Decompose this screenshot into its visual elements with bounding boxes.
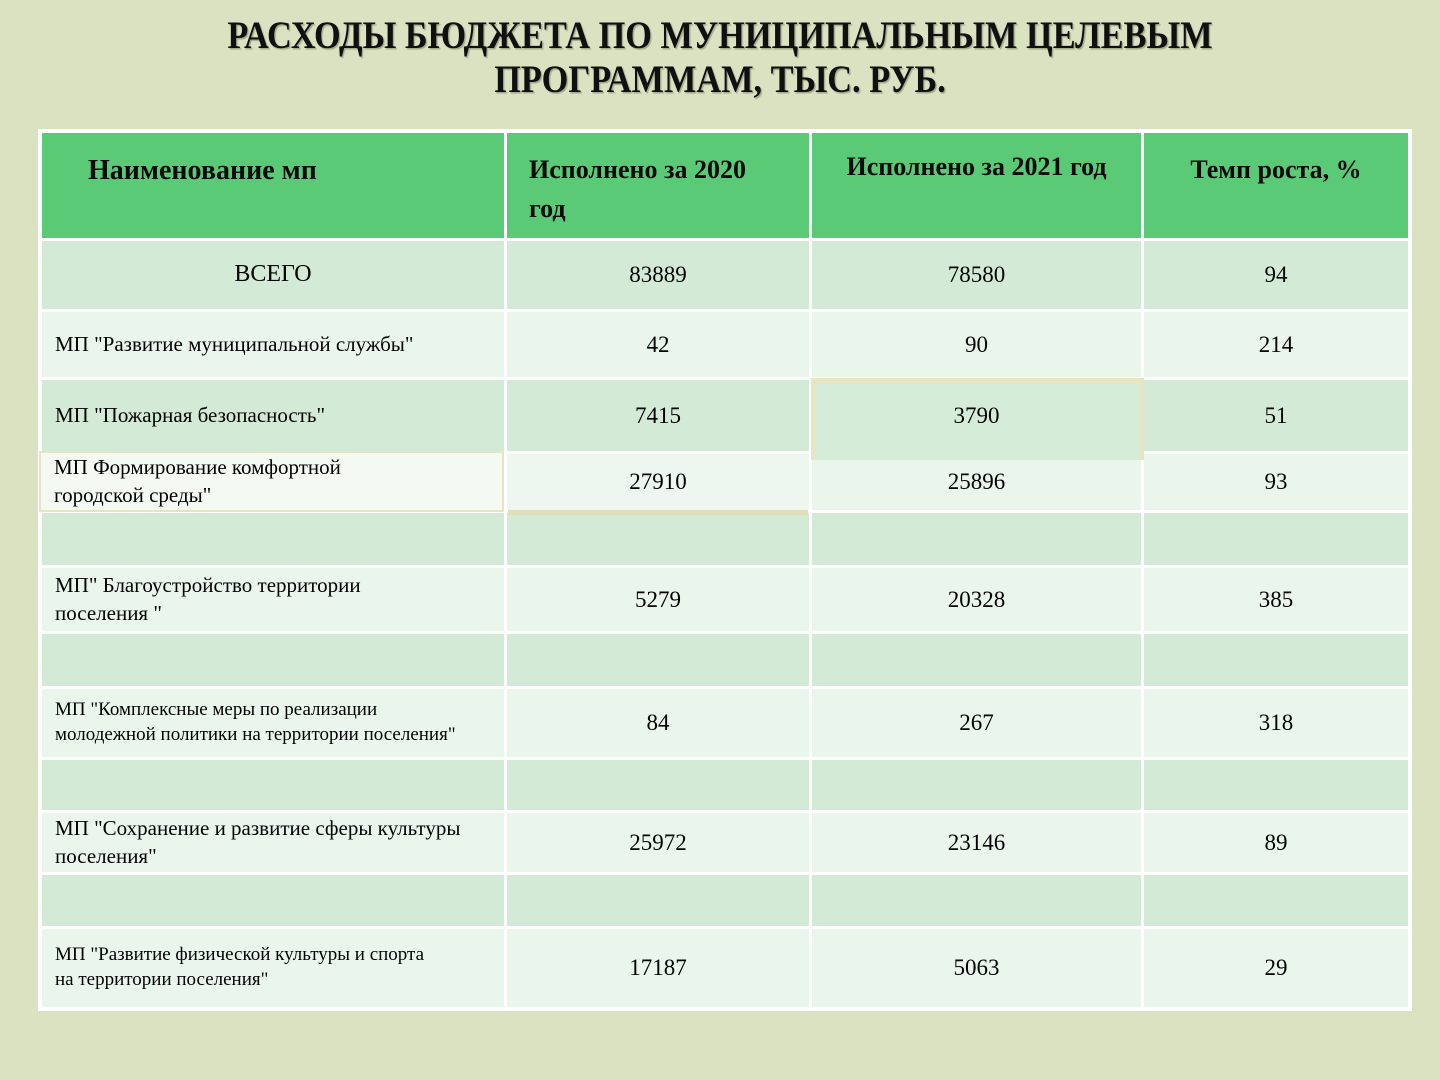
program-name-cell: МП "Пожарная безопасность"	[42, 380, 504, 451]
value-cell: 42	[507, 312, 809, 377]
column-header: Наименование мп	[42, 133, 504, 238]
value-cell: 93	[1144, 454, 1408, 510]
value-cell: 83889	[507, 241, 809, 309]
value-cell: 84	[507, 689, 809, 757]
spacer-cell	[812, 760, 1141, 810]
spacer-cell	[812, 513, 1141, 565]
program-name-cell: МП "Комплексные меры по реализации молод…	[42, 689, 504, 757]
budget-table: Наименование мп Исполнено за 2020 год Испо…	[38, 129, 1412, 1011]
spacer-cell	[42, 513, 504, 565]
program-name-cell: МП "Развитие физической культуры и спорт…	[42, 929, 504, 1007]
value-cell: 7415	[507, 380, 809, 451]
value-cell: 3790	[811, 378, 1144, 460]
slide-title-line-2: ПРОГРАММАМ, ТЫС. РУБ.	[494, 58, 946, 102]
value-cell: 17187	[507, 929, 809, 1007]
program-name-cell: МП "Развитие муниципальной службы"	[42, 312, 504, 377]
spacer-cell	[1144, 760, 1408, 810]
spacer-cell	[812, 875, 1141, 926]
value-cell: 27910	[507, 454, 809, 510]
program-name-cell: МП Формирование комфортной городской сре…	[39, 451, 504, 512]
value-cell: 29	[1144, 929, 1408, 1007]
value-cell: 5279	[507, 568, 809, 631]
spacer-cell	[507, 634, 809, 686]
value-cell: 267	[812, 689, 1141, 757]
value-cell: 25972	[507, 813, 809, 872]
spacer-cell	[42, 760, 504, 810]
value-cell: 25896	[812, 454, 1141, 510]
spacer-cell	[1144, 634, 1408, 686]
value-cell: 23146	[812, 813, 1141, 872]
spacer-cell	[42, 875, 504, 926]
value-cell: 5063	[812, 929, 1141, 1007]
spacer-cell	[42, 634, 504, 686]
column-header: Исполнено за 2021 год	[812, 133, 1141, 238]
spacer-cell	[812, 634, 1141, 686]
column-header: Темп роста, %	[1144, 133, 1408, 238]
slide-title-line-1: РАСХОДЫ БЮДЖЕТА ПО МУНИЦИПАЛЬНЫМ ЦЕЛЕВЫМ	[227, 14, 1213, 57]
program-name-cell: МП" Благоустройство территории поселения…	[42, 568, 504, 631]
value-cell: 94	[1144, 241, 1408, 309]
spacer-cell	[507, 875, 809, 926]
program-name-cell: МП "Сохранение и развитие сферы культуры…	[42, 813, 504, 872]
value-cell: 318	[1144, 689, 1408, 757]
spacer-cell	[507, 760, 809, 810]
spacer-cell	[507, 513, 809, 565]
value-cell: 89	[1144, 813, 1408, 872]
slide-title: РАСХОДЫ БЮДЖЕТА ПО МУНИЦИПАЛЬНЫМ ЦЕЛЕВЫМ…	[0, 14, 1440, 102]
value-cell: 78580	[812, 241, 1141, 309]
value-cell: 214	[1144, 312, 1408, 377]
value-cell: 20328	[812, 568, 1141, 631]
column-header: Исполнено за 2020 год	[507, 133, 809, 238]
value-cell: 385	[1144, 568, 1408, 631]
spacer-cell	[1144, 513, 1408, 565]
value-cell: 90	[812, 312, 1141, 377]
program-name-cell: ВСЕГО	[42, 241, 504, 309]
spacer-cell	[1144, 875, 1408, 926]
value-cell: 51	[1144, 380, 1408, 451]
